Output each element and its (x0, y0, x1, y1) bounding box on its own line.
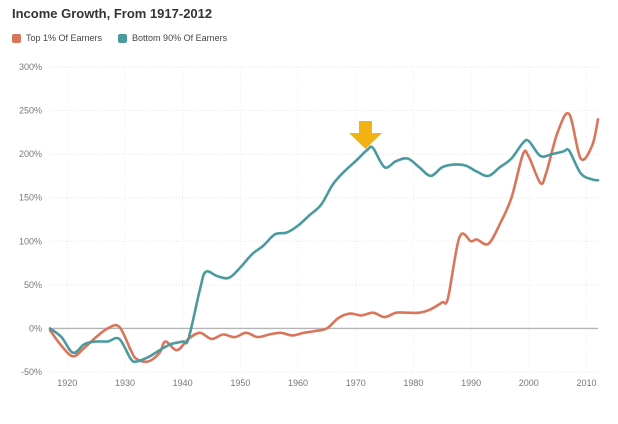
x-tick-label: 2000 (519, 378, 539, 388)
legend-item-top-1[interactable]: Top 1% Of Earners (12, 33, 102, 43)
legend-item-bottom-90[interactable]: Bottom 90% Of Earners (118, 33, 227, 43)
chart-title: Income Growth, From 1917-2012 (12, 6, 213, 21)
y-tick-label: 50% (24, 280, 42, 290)
series-lines (48, 111, 600, 364)
legend-label-bottom-90: Bottom 90% Of Earners (132, 33, 228, 43)
x-tick-label: 1970 (346, 378, 366, 388)
y-tick-label: 150% (19, 193, 42, 203)
x-tick-label: 1930 (115, 378, 135, 388)
x-tick-label: 1960 (288, 378, 308, 388)
series-line-bottom-90 (48, 138, 600, 364)
x-tick-label: 1980 (403, 378, 423, 388)
y-tick-label: 250% (19, 106, 42, 116)
legend: Top 1% Of Earners Bottom 90% Of Earners (12, 33, 243, 43)
x-tick-label: 2010 (576, 378, 596, 388)
x-tick-label: 1990 (461, 378, 481, 388)
x-tick-label: 1950 (230, 378, 250, 388)
x-axis-ticks: 1920 1930 1940 1950 1960 1970 1980 1990 2000 2010 (57, 378, 596, 388)
y-tick-label: 100% (19, 236, 42, 246)
y-tick-label: 300% (19, 62, 42, 72)
legend-label-top-1: Top 1% Of Earners (26, 33, 103, 43)
y-tick-label: 200% (19, 149, 42, 159)
y-axis-ticks: -50% 0% 50% 100% 150% 200% 250% 300% (19, 62, 42, 377)
series-line-top-1 (48, 111, 600, 364)
x-tick-label: 1920 (57, 378, 77, 388)
y-tick-label: 0% (29, 323, 42, 333)
gridlines (50, 66, 598, 373)
arrow-marker-icon (349, 121, 382, 149)
legend-swatch-top-1 (12, 33, 21, 43)
y-tick-label: -50% (21, 367, 42, 377)
x-tick-label: 1940 (173, 378, 193, 388)
legend-swatch-bottom-90 (118, 33, 128, 43)
